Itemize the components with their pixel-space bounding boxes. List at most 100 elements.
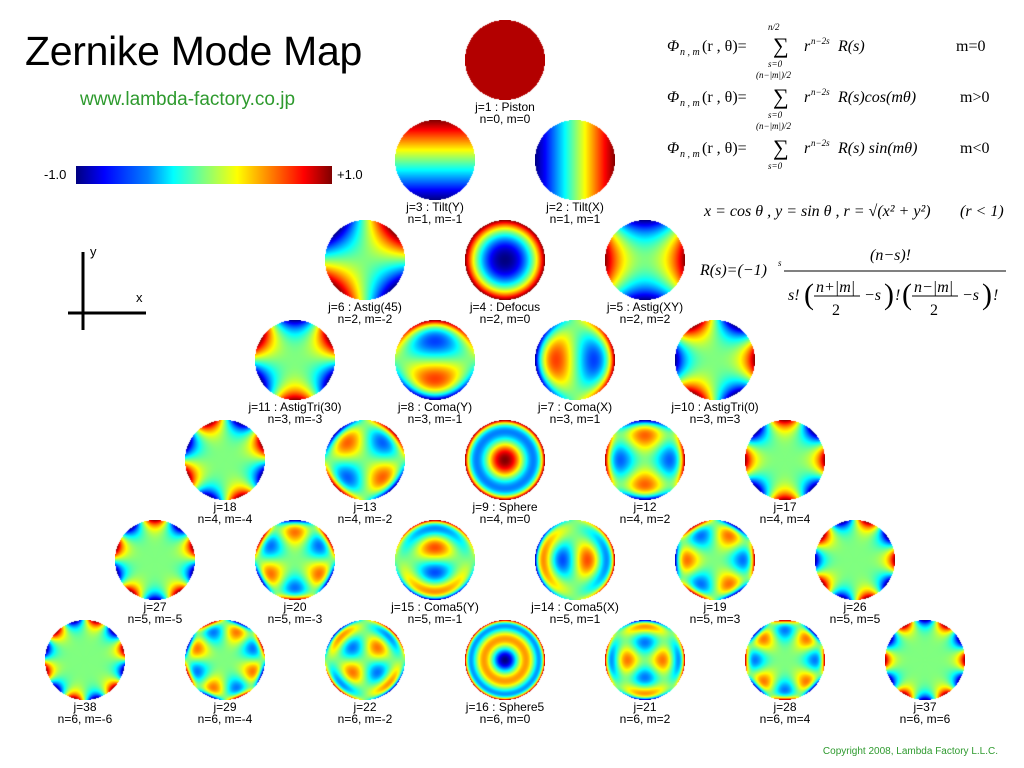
mode-nm-line: n=4, m=2 (619, 512, 671, 526)
mode-cell-j17: j=17 n=4, m=4 (743, 420, 827, 534)
svg-text:(n−|m|)/2: (n−|m|)/2 (756, 121, 792, 131)
mode-nm-line: n=3, m=1 (549, 412, 601, 426)
mode-nm-line: n=2, m=2 (619, 312, 671, 326)
mode-name-line: j=8 : Coma(Y) (397, 400, 473, 414)
mode-cell-j9: j=9 : Sphere n=4, m=0 (463, 420, 547, 534)
formula-cond-mneg: m<0 (960, 140, 989, 157)
mode-name-line: j=6 : Astig(45) (328, 300, 402, 314)
mode-map-j19 (675, 520, 755, 600)
mode-map-j6 (325, 220, 405, 300)
mode-cell-j6: j=6 : Astig(45) n=2, m=-2 (323, 220, 407, 334)
mode-nm-line: n=1, m=-1 (407, 212, 463, 226)
svg-text:(n−|m|)/2: (n−|m|)/2 (756, 70, 792, 80)
mode-label: j=26 n=5, m=5 (773, 601, 937, 625)
mode-map-j2 (535, 120, 615, 200)
mode-map-j20 (255, 520, 335, 600)
mode-name-line: j=4 : Defocus (469, 300, 541, 314)
mode-cell-j16: j=16 : Sphere5 n=6, m=0 (463, 620, 547, 734)
mode-nm-line: n=6, m=-6 (57, 712, 113, 726)
formula-def-r: (r < 1) (960, 203, 1004, 220)
mode-name-line: j=28 (773, 700, 797, 714)
mode-map-j15 (395, 520, 475, 600)
svg-text:−s: −s (864, 287, 881, 304)
mode-name-line: j=14 : Coma5(X) (531, 600, 619, 614)
mode-nm-line: n=6, m=2 (619, 712, 671, 726)
mode-name-line: j=12 (633, 500, 657, 514)
svg-text:∑: ∑ (773, 33, 789, 58)
mode-map-j1 (465, 20, 545, 100)
svg-text:s=0: s=0 (768, 59, 783, 69)
mode-label: j=19 n=5, m=3 (633, 601, 797, 625)
mode-label: j=11 : AstigTri(30) n=3, m=-3 (213, 401, 377, 425)
svg-text:∑: ∑ (773, 135, 789, 160)
svg-text:Φ: Φ (667, 38, 679, 55)
mode-map-j17 (745, 420, 825, 500)
axes-legend: y x (68, 244, 146, 330)
svg-text:(r , θ)=: (r , θ)= (702, 89, 747, 106)
mode-map-j4 (465, 220, 545, 300)
mode-cell-j13: j=13 n=4, m=-2 (323, 420, 407, 534)
mode-label: j=5 : Astig(XY) n=2, m=2 (563, 301, 727, 325)
mode-map-j12 (605, 420, 685, 500)
mode-label: j=27 n=5, m=-5 (73, 601, 237, 625)
mode-name-line: j=11 : AstigTri(30) (248, 400, 342, 414)
mode-name-line: j=27 (143, 600, 167, 614)
mode-nm-line: n=3, m=-3 (267, 412, 323, 426)
mode-map-j14 (535, 520, 615, 600)
mode-nm-line: n=0, m=0 (479, 112, 531, 126)
mode-nm-line: n=5, m=-1 (407, 612, 463, 626)
mode-cell-j28: j=28 n=6, m=4 (743, 620, 827, 734)
mode-cell-j11: j=11 : AstigTri(30) n=3, m=-3 (248, 320, 342, 434)
mode-nm-line: n=6, m=-4 (197, 712, 253, 726)
mode-name-line: j=10 : AstigTri(0) (671, 400, 759, 414)
mode-label: j=9 : Sphere n=4, m=0 (423, 501, 587, 525)
svg-text:n , m: n , m (680, 149, 700, 160)
svg-text:s: s (778, 258, 782, 268)
mode-name-line: j=17 (773, 500, 797, 514)
website-url[interactable]: www.lambda-factory.co.jp (80, 89, 296, 110)
mode-map-j28 (745, 620, 825, 700)
mode-map-j11 (255, 320, 335, 400)
mode-label: j=15 : Coma5(Y) n=5, m=-1 (353, 601, 517, 625)
svg-text:(: ( (804, 278, 814, 311)
copyright-notice: Copyright 2008, Lambda Factory L.L.C. (822, 746, 998, 757)
mode-label: j=21 n=6, m=2 (563, 701, 727, 725)
mode-name-line: j=29 (213, 700, 237, 714)
mode-label: j=16 : Sphere5 n=6, m=0 (423, 701, 587, 725)
svg-text:n−2s: n−2s (811, 87, 830, 97)
mode-cell-j38: j=38 n=6, m=-6 (43, 620, 127, 734)
mode-nm-line: n=2, m=0 (479, 312, 531, 326)
mode-label: j=10 : AstigTri(0) n=3, m=3 (633, 401, 797, 425)
mode-name-line: j=1 : Piston (475, 100, 535, 114)
mode-map-j22 (325, 620, 405, 700)
mode-nm-line: n=2, m=-2 (337, 312, 393, 326)
svg-text:R(s) sin(mθ): R(s) sin(mθ) (837, 140, 917, 157)
mode-nm-line: n=5, m=-3 (267, 612, 323, 626)
mode-name-line: j=9 : Sphere (472, 500, 538, 514)
mode-map-j8 (395, 320, 475, 400)
mode-cell-j27: j=27 n=5, m=-5 (113, 520, 197, 634)
mode-name-line: j=7 : Coma(X) (537, 400, 613, 414)
svg-text:2: 2 (832, 302, 840, 319)
svg-text:(r , θ)=: (r , θ)= (702, 140, 747, 157)
svg-text:r: r (804, 89, 811, 106)
mode-label: j=3 : Tilt(Y) n=1, m=-1 (353, 201, 517, 225)
svg-text:R(s)=(−1): R(s)=(−1) (699, 262, 767, 279)
mode-label: j=37 n=6, m=6 (843, 701, 1007, 725)
mode-cell-j21: j=21 n=6, m=2 (603, 620, 687, 734)
formula-def-xy: x = cos θ , y = sin θ , r = √(x² + y²) (703, 203, 931, 220)
mode-label: j=14 : Coma5(X) n=5, m=1 (493, 601, 657, 625)
mode-map-j29 (185, 620, 265, 700)
mode-cell-j7: j=7 : Coma(X) n=3, m=1 (533, 320, 617, 434)
mode-map-j27 (115, 520, 195, 600)
svg-text:n , m: n , m (680, 47, 700, 58)
mode-nm-line: n=3, m=-1 (407, 412, 463, 426)
mode-name-line: j=19 (703, 600, 727, 614)
mode-label: j=20 n=5, m=-3 (213, 601, 377, 625)
svg-text:R(s)cos(mθ): R(s)cos(mθ) (837, 89, 916, 106)
mode-name-line: j=15 : Coma5(Y) (391, 600, 479, 614)
mode-name-line: j=26 (843, 600, 867, 614)
mode-nm-line: n=6, m=4 (759, 712, 811, 726)
